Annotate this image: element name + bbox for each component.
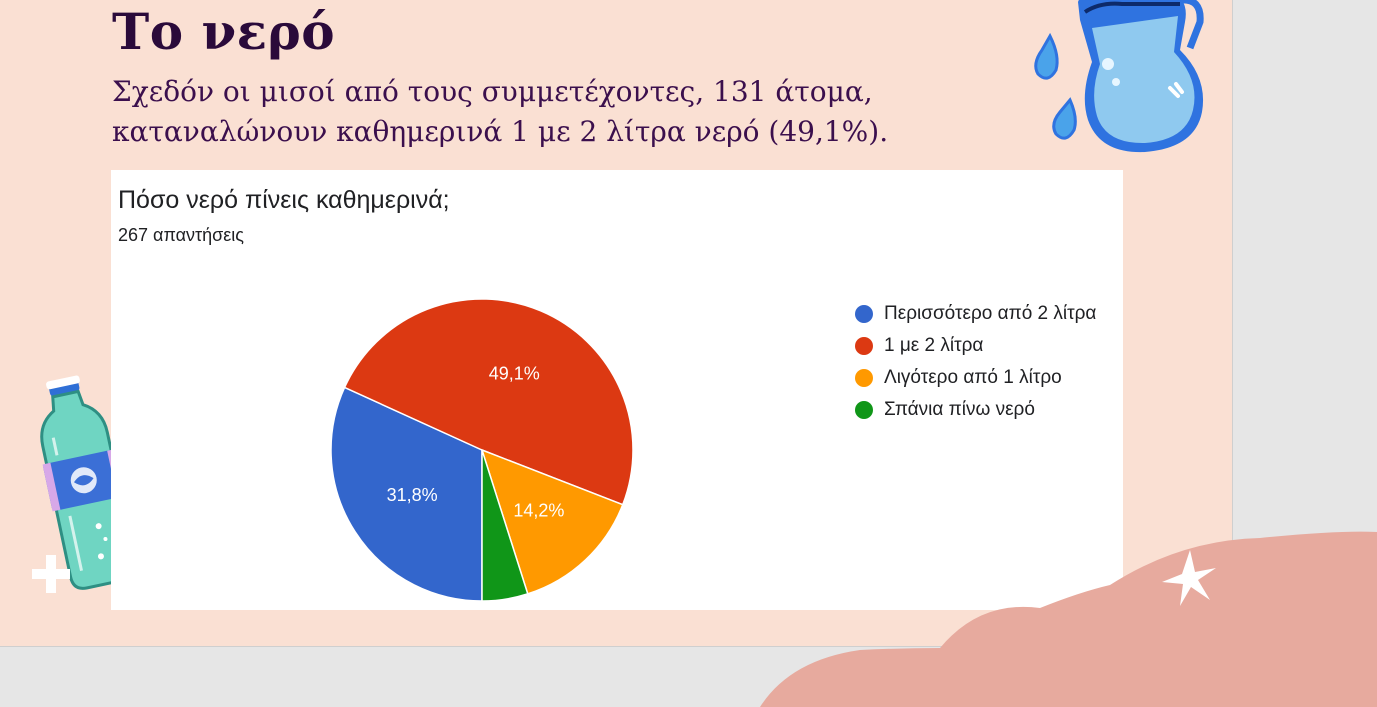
legend-color-dot <box>855 305 873 323</box>
water-jug-icon <box>1034 0 1204 153</box>
legend-color-dot <box>855 369 873 387</box>
subtitle-line-1: Σχεδόν οι μισοί από τους συμμετέχοντες, … <box>112 75 873 108</box>
legend-item-2[interactable]: 1 με 2 λίτρα <box>855 330 1096 362</box>
subtitle-line-2: καταναλώνουν καθημερινά 1 με 2 λίτρα νερ… <box>112 115 889 148</box>
legend-label: Περισσότερο από 2 λίτρα <box>884 303 1097 324</box>
legend-label: Σπάνια πίνω νερό <box>884 399 1035 420</box>
pie-slice-3[interactable] <box>480 448 624 595</box>
slide-subtitle: Σχεδόν οι μισοί από τους συμμετέχοντες, … <box>112 72 992 152</box>
legend-label: Λιγότερο από 1 λίτρο <box>884 367 1062 388</box>
slide-title: Το νερό <box>112 2 336 61</box>
legend-item-3[interactable]: Λιγότερο από 1 λίτρο <box>855 362 1096 394</box>
pie-slice-4[interactable] <box>481 449 529 602</box>
pie-data-label-1: 31,8% <box>387 485 438 505</box>
pie-chart: 31,8% 49,1% 14,2% <box>330 298 634 602</box>
form-chart-card: Πόσο νερό πίνεις καθημερινά; 267 απαντήσ… <box>111 170 1123 610</box>
legend-item-1[interactable]: Περισσότερο από 2 λίτρα <box>855 298 1096 330</box>
legend-label: 1 με 2 λίτρα <box>884 335 984 356</box>
legend-color-dot <box>855 337 873 355</box>
chart-legend: Περισσότερο από 2 λίτρα 1 με 2 λίτρα Λιγότ… <box>855 298 1096 426</box>
legend-color-dot <box>855 401 873 419</box>
legend-item-4[interactable]: Σπάνια πίνω νερό <box>855 394 1096 426</box>
slide: Το νερό Σχεδόν οι μισοί από τους συμμετέ… <box>0 0 1233 647</box>
pie-slice-1[interactable] <box>330 386 483 602</box>
plus-icon <box>32 555 70 593</box>
question-title: Πόσο νερό πίνεις καθημερινά; <box>118 186 450 214</box>
pie-data-label-2: 49,1% <box>489 363 540 383</box>
pie-data-label-3: 14,2% <box>513 501 564 521</box>
response-count: 267 απαντήσεις <box>118 225 244 245</box>
pie-slice-2[interactable] <box>343 298 634 506</box>
